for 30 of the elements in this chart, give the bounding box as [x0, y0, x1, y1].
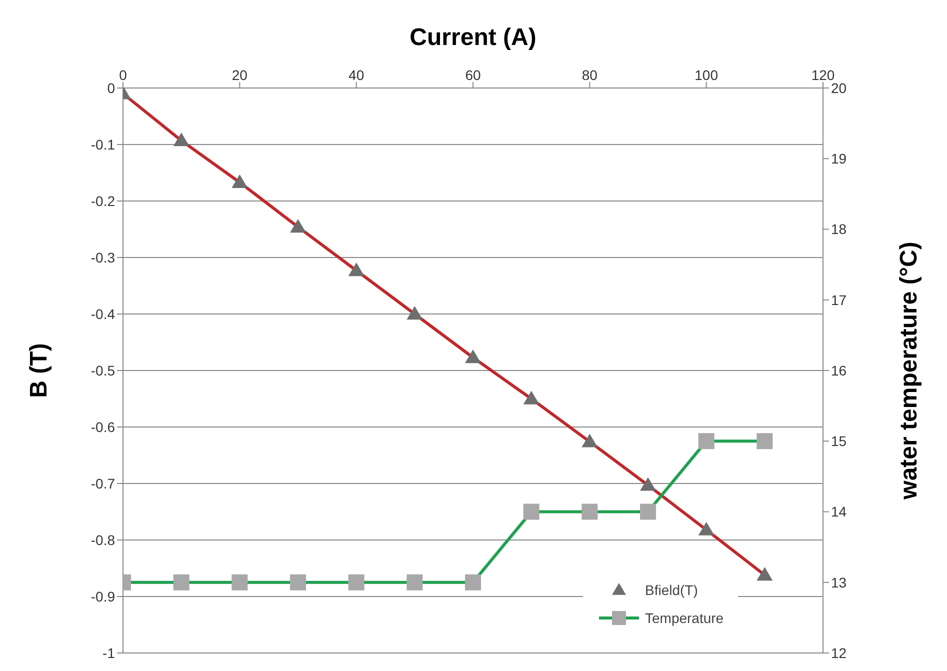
y-tick-label: -1 [102, 644, 116, 661]
y-tick-label: -0.2 [90, 192, 116, 209]
y-tick-label: -0.4 [90, 306, 116, 322]
y2-tick-label: 16 [831, 362, 847, 378]
x-tick-label: 40 [348, 67, 364, 83]
x-tick-label: 60 [465, 67, 481, 83]
y-tick-label: -0.3 [90, 249, 116, 266]
y-tick-label: -0.6 [90, 418, 116, 435]
y-tick-label: -0.7 [90, 475, 116, 492]
y2-axis-title: water temperature (°C) [896, 242, 923, 500]
y-tick-label: -0.1 [90, 136, 116, 152]
y2-tick-label: 13 [831, 574, 847, 590]
y-tick-label: -0.5 [90, 362, 116, 378]
y2-tick-label: 15 [831, 433, 847, 450]
x-tick-label: 20 [232, 67, 248, 83]
x-tick-label: 100 [694, 67, 718, 83]
legend-label: Bfield(T) [645, 582, 698, 598]
x-tick-label: 0 [119, 67, 128, 83]
y2-tick-label: 19 [831, 150, 847, 167]
y2-tick-label: 18 [831, 221, 847, 238]
x-axis-title: Current (A) [410, 24, 536, 52]
y-tick-label: 0 [107, 80, 116, 96]
y-tick-label: -0.9 [90, 588, 116, 604]
x-tick-label: 80 [582, 67, 598, 83]
y2-tick-label: 12 [831, 644, 847, 661]
y-tick-label: -0.8 [90, 532, 116, 548]
y2-tick-label: 17 [831, 292, 847, 308]
legend-label: Temperature [645, 610, 724, 626]
y2-tick-label: 14 [831, 504, 847, 520]
y-axis-title: B (T) [26, 343, 53, 398]
